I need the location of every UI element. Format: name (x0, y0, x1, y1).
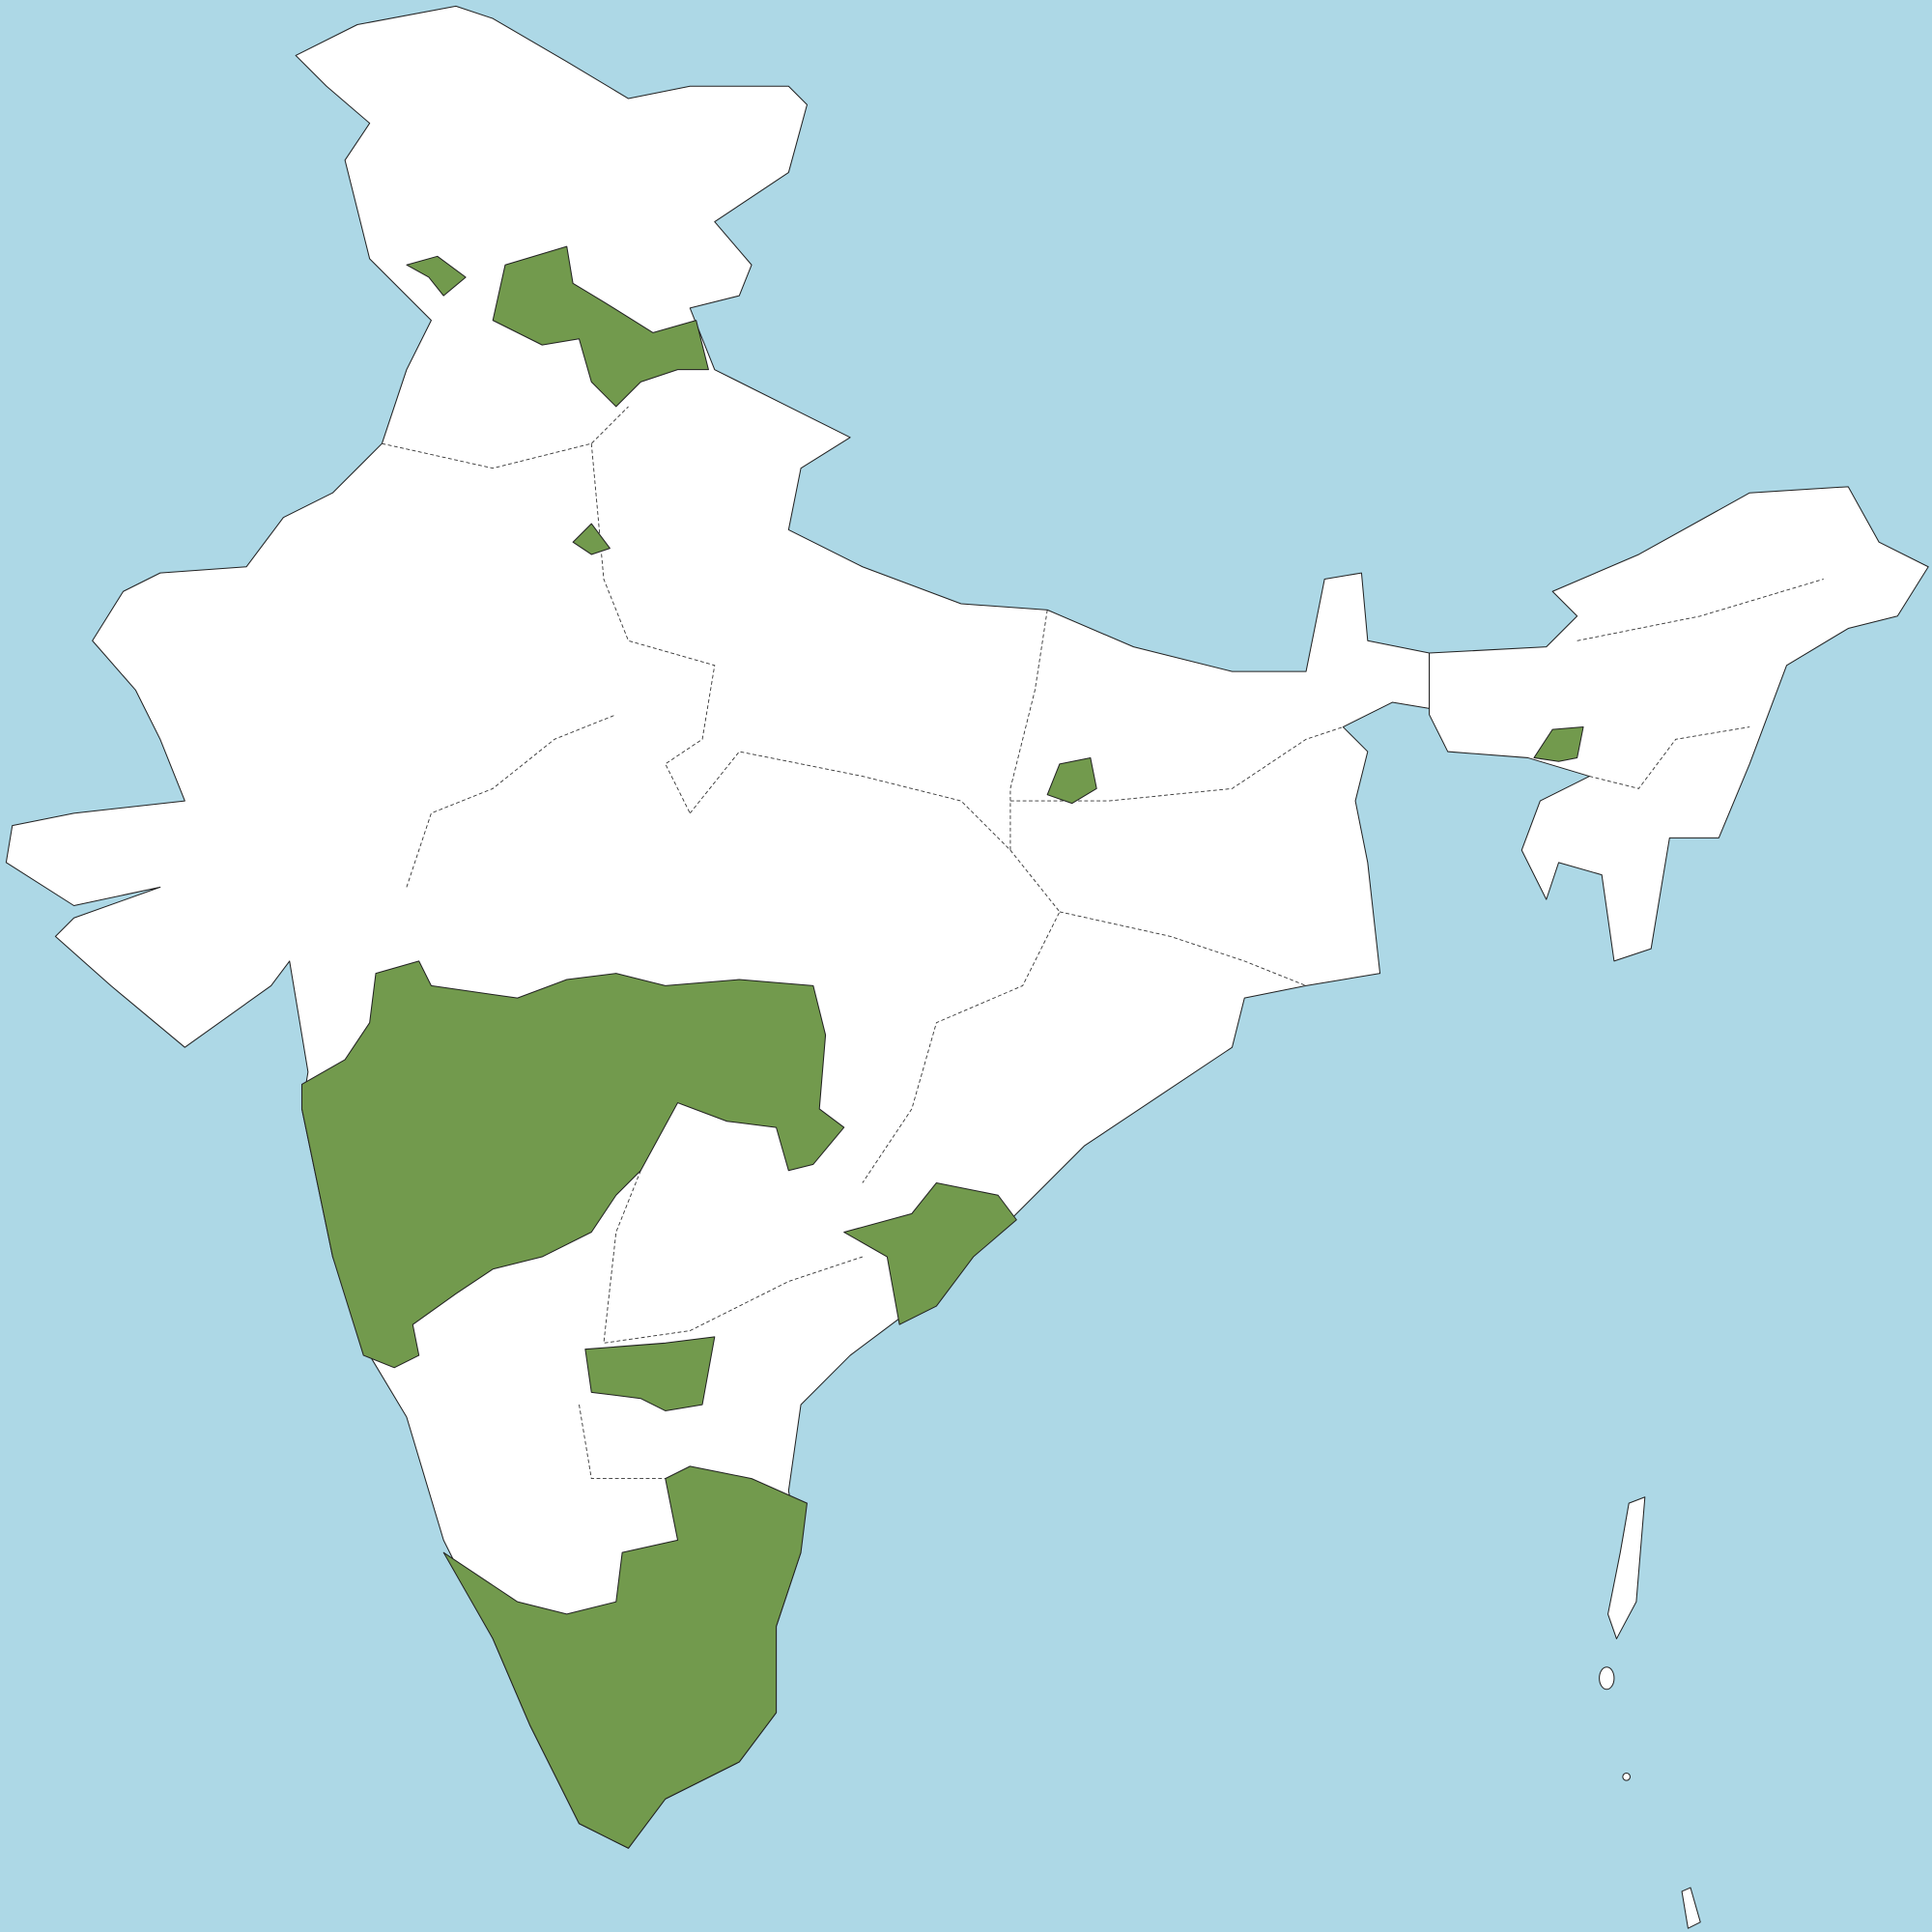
island (1622, 1772, 1632, 1781)
andaman-islands (1607, 1496, 1646, 1639)
nicobar-island (1681, 1887, 1701, 1929)
highlighted-region-deccan (584, 1336, 716, 1411)
highlighted-region-south (442, 1465, 808, 1849)
highlighted-region-east-coast (843, 1181, 1017, 1325)
mainland (5, 5, 1431, 1849)
northeast-region (1429, 486, 1929, 962)
highlighted-region-small (1533, 726, 1584, 762)
highlighted-region-small (1046, 756, 1097, 805)
land-layer (5, 5, 1929, 1929)
highlighted-region-west (300, 960, 845, 1369)
island (1599, 1666, 1615, 1690)
highlighted-districts (300, 245, 1584, 1849)
state-borders (382, 406, 1824, 1480)
highlighted-region-small (572, 523, 611, 555)
highlighted-region-north (492, 245, 709, 408)
highlighted-region-small (406, 255, 467, 297)
